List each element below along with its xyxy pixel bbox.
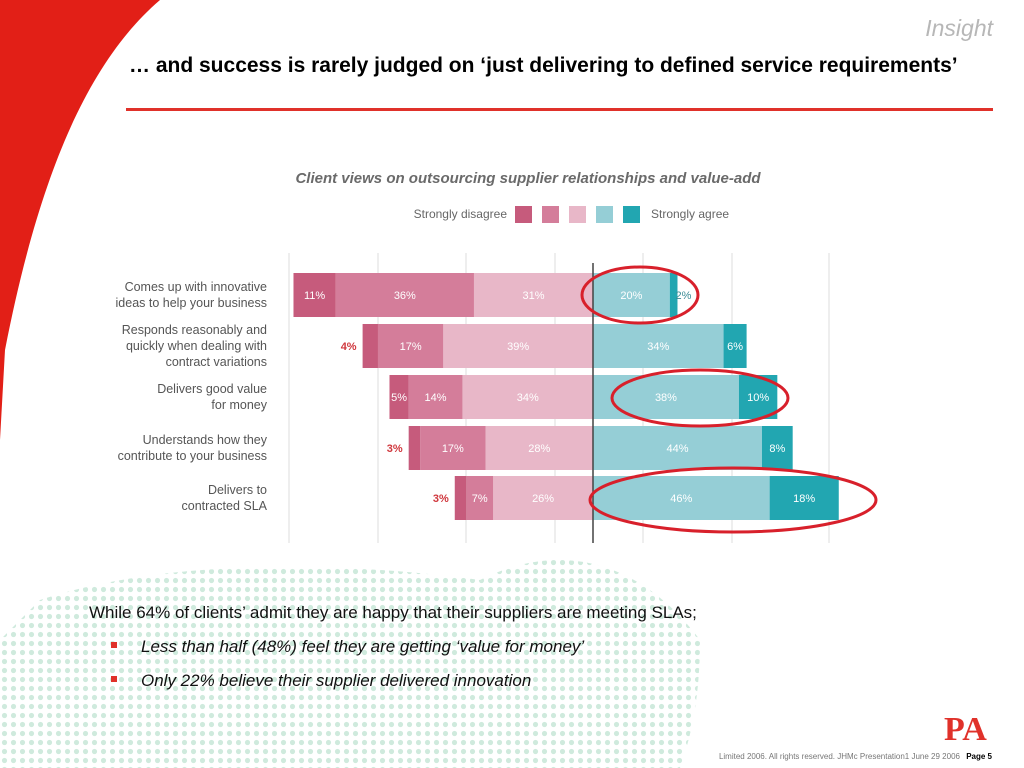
bar-segment bbox=[593, 476, 770, 520]
data-label: 11% bbox=[304, 290, 325, 302]
footer-copyright: Limited 2006. All rights reserved. JHMc … bbox=[718, 752, 960, 761]
data-label: 36% bbox=[394, 290, 416, 302]
data-label: 26% bbox=[532, 493, 554, 505]
data-label: 18% bbox=[793, 493, 815, 505]
data-label: 39% bbox=[507, 341, 529, 353]
highlight-ellipse bbox=[610, 368, 790, 428]
bullet-item: Less than half (48%) feel they are getti… bbox=[89, 637, 849, 657]
category-label: quickly when dealing with bbox=[126, 339, 267, 353]
data-label: 7% bbox=[472, 493, 488, 505]
bar-segment bbox=[593, 324, 724, 368]
category-label: contribute to your business bbox=[118, 449, 267, 463]
category-label: for money bbox=[211, 398, 267, 412]
highlight-ellipse bbox=[588, 466, 878, 534]
svg-text:PA: PA bbox=[944, 711, 987, 744]
bar-segment bbox=[420, 426, 486, 470]
category-label: contracted SLA bbox=[182, 499, 268, 513]
category-label: contract variations bbox=[166, 355, 267, 369]
bullet-item: Only 22% believe their supplier delivere… bbox=[89, 671, 849, 691]
highlight-ellipse bbox=[580, 265, 700, 325]
data-label: 31% bbox=[522, 290, 544, 302]
data-label: 3% bbox=[433, 493, 449, 505]
data-label: 38% bbox=[655, 392, 677, 404]
bar-segment bbox=[408, 426, 421, 470]
bar-segment bbox=[462, 375, 593, 419]
category-label: Comes up with innovative bbox=[125, 280, 267, 294]
legend-swatch bbox=[569, 206, 586, 223]
bar-segment bbox=[454, 476, 467, 520]
data-label: 34% bbox=[517, 392, 539, 404]
data-label: 28% bbox=[528, 443, 550, 455]
data-label: 6% bbox=[727, 341, 743, 353]
page-title: … and success is rarely judged on ‘just … bbox=[129, 54, 958, 77]
legend-swatch bbox=[623, 206, 640, 223]
data-label: 8% bbox=[769, 443, 785, 455]
bar-segment bbox=[466, 476, 494, 520]
legend-label-right: Strongly agree bbox=[651, 207, 729, 221]
bar-segment bbox=[389, 375, 409, 419]
pa-logo: PA bbox=[944, 711, 987, 744]
data-label: 17% bbox=[442, 443, 464, 455]
legend-swatch bbox=[515, 206, 532, 223]
data-label: 44% bbox=[666, 443, 688, 455]
bullet-marker-icon bbox=[111, 676, 117, 682]
legend-label-left: Strongly disagree bbox=[414, 207, 508, 221]
data-label: 3% bbox=[387, 443, 403, 455]
data-label: 46% bbox=[670, 493, 692, 505]
bar-segment bbox=[362, 324, 378, 368]
bar-segment bbox=[443, 324, 593, 368]
footer: Limited 2006. All rights reserved. JHMc … bbox=[719, 752, 992, 761]
chart-title: Client views on outsourcing supplier rel… bbox=[295, 170, 761, 187]
data-label: 10% bbox=[747, 392, 769, 404]
data-label: 14% bbox=[425, 392, 447, 404]
data-label: 34% bbox=[647, 341, 669, 353]
bar-segment bbox=[593, 375, 739, 419]
category-label: Responds reasonably and bbox=[122, 323, 267, 337]
data-label: 5% bbox=[391, 392, 407, 404]
category-label: ideas to help your business bbox=[116, 296, 267, 310]
data-label: 4% bbox=[341, 341, 357, 353]
page-number: Page 5 bbox=[966, 752, 992, 761]
legend-swatch bbox=[542, 206, 559, 223]
bullet-marker-icon bbox=[111, 642, 117, 648]
bullet-text: Less than half (48%) feel they are getti… bbox=[141, 637, 585, 656]
legend-swatch bbox=[596, 206, 613, 223]
bar-segment bbox=[473, 273, 593, 317]
bar-segment bbox=[293, 273, 336, 317]
category-label: Delivers good value bbox=[157, 382, 267, 396]
bar-segment bbox=[769, 476, 839, 520]
bar-segment bbox=[593, 273, 670, 317]
data-label: 20% bbox=[620, 290, 642, 302]
title-divider bbox=[126, 108, 993, 111]
notes-lead: While 64% of clients’ admit they are hap… bbox=[89, 603, 697, 622]
bar-segment bbox=[593, 426, 762, 470]
bar-segment bbox=[669, 273, 678, 317]
bullet-text: Only 22% believe their supplier delivere… bbox=[141, 671, 532, 690]
bar-segment bbox=[335, 273, 474, 317]
bar-segment bbox=[408, 375, 463, 419]
notes: While 64% of clients’ admit they are hap… bbox=[89, 603, 849, 705]
category-label: Delivers to bbox=[208, 483, 267, 497]
data-label: 17% bbox=[400, 341, 422, 353]
data-label: 2% bbox=[676, 290, 692, 302]
section-label: Insight bbox=[925, 15, 993, 41]
bar-segment bbox=[493, 476, 593, 520]
bar-segment bbox=[723, 324, 747, 368]
bar-segment bbox=[485, 426, 593, 470]
bar-segment bbox=[377, 324, 444, 368]
bar-segment bbox=[761, 426, 793, 470]
category-label: Understands how they bbox=[143, 433, 268, 447]
